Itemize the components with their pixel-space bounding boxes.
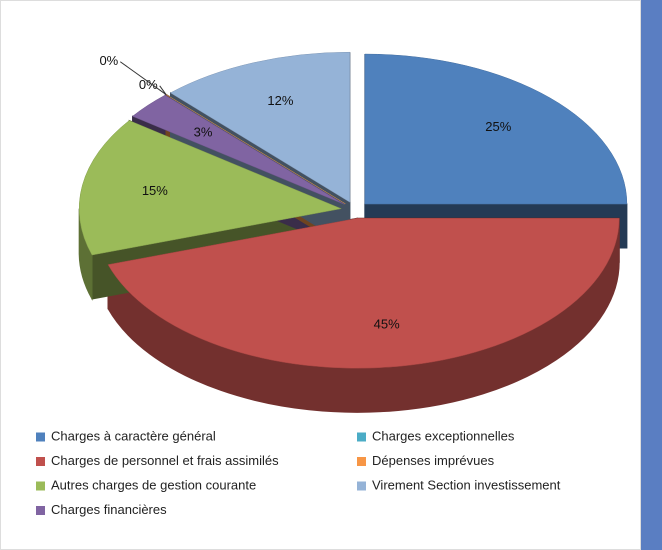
slice (364, 53, 628, 205)
legend-swatch (36, 432, 45, 442)
data-label: 15% (142, 183, 168, 198)
slice-labels: 25% 45% 15% 3% 0% 0% 12% (99, 53, 511, 331)
data-label: 25% (485, 119, 511, 134)
legend-label: Charges de personnel et frais assimilés (51, 453, 279, 468)
leader-line (119, 61, 167, 95)
legend-label: Autres charges de gestion courante (51, 477, 256, 492)
legend-swatch (357, 481, 366, 491)
legend-label: Charges financières (51, 502, 167, 517)
legend-swatch (357, 457, 366, 466)
slice (165, 94, 346, 205)
slice (132, 94, 345, 205)
legend-swatch (357, 432, 366, 442)
data-label: 0% (139, 77, 158, 92)
leader-line (159, 85, 167, 95)
data-label: 12% (267, 93, 293, 108)
slice (78, 120, 343, 256)
legend-label: Dépenses imprévues (372, 453, 495, 468)
slice (169, 51, 351, 203)
data-label: 0% (99, 53, 118, 68)
legend-label: Virement Section investissement (372, 477, 561, 492)
legend-swatch (36, 481, 45, 491)
data-label: 45% (374, 316, 400, 331)
side-panel (641, 0, 662, 550)
data-label: 3% (194, 124, 213, 139)
legend-swatch (36, 457, 45, 466)
legend-swatch (36, 506, 45, 515)
slice-tops (78, 51, 628, 369)
legend-label: Charges exceptionnelles (372, 428, 515, 443)
slice (107, 218, 620, 369)
legend-label: Charges à caractère général (51, 428, 216, 443)
